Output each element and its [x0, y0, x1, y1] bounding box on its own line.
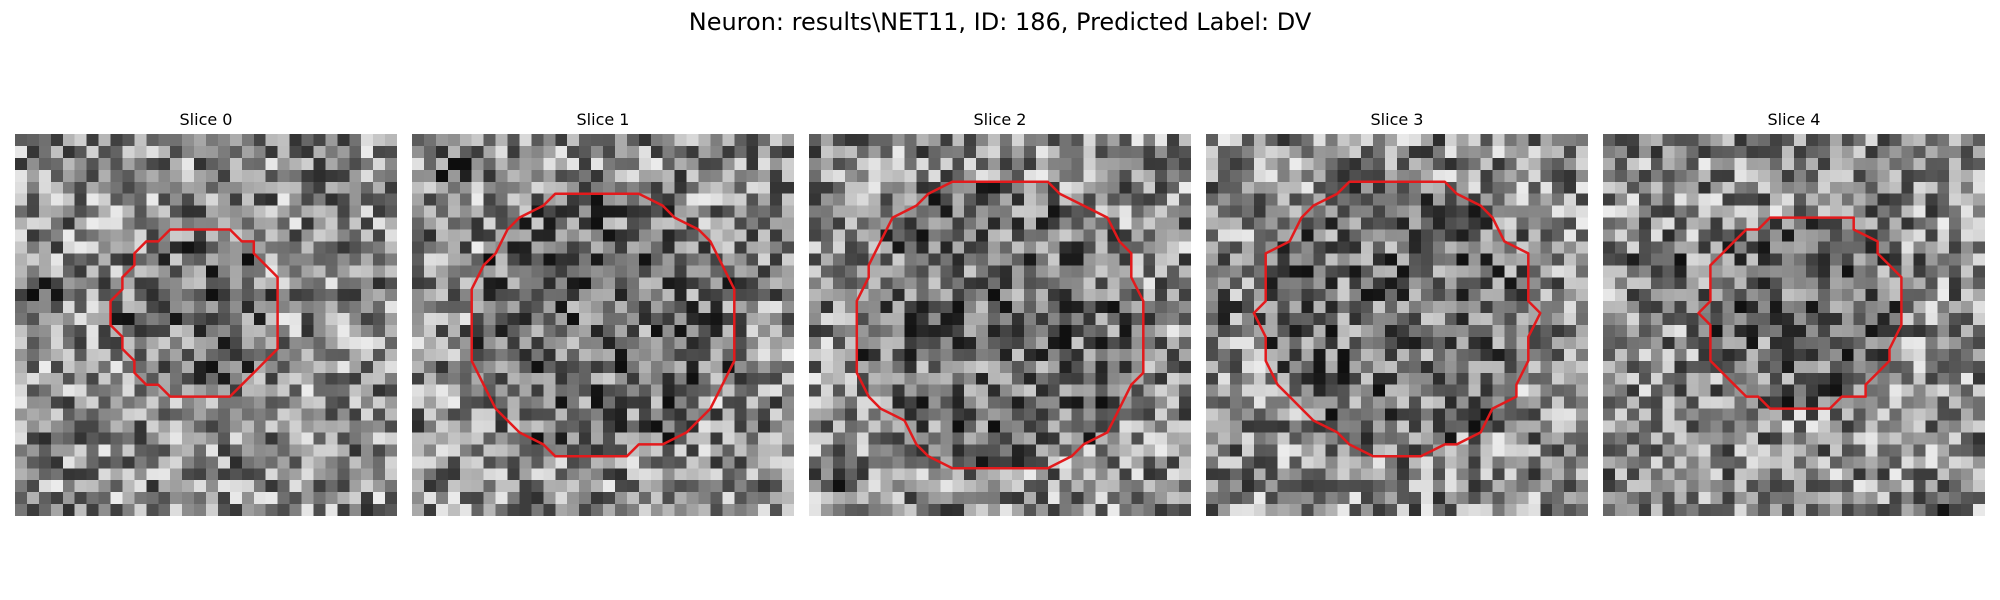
slice-panel-4: Slice 4: [1603, 110, 1985, 520]
slice-image: [1206, 134, 1588, 516]
slice-title: Slice 3: [1370, 110, 1424, 129]
roi-contour: [470, 192, 736, 458]
slice-panel-2: Slice 2: [809, 110, 1191, 520]
slice-panel-1: Slice 1: [412, 110, 794, 520]
slice-image: [809, 134, 1191, 516]
slice-title: Slice 4: [1767, 110, 1821, 129]
roi-contour: [855, 180, 1145, 470]
slice-image: [412, 134, 794, 516]
figure-title: Neuron: results\NET11, ID: 186, Predicte…: [688, 8, 1312, 36]
slice-title: Slice 0: [179, 110, 233, 129]
slice-title: Slice 2: [973, 110, 1027, 129]
roi-contour: [1252, 180, 1542, 458]
slice-image: [1603, 134, 1985, 516]
slice-image: [15, 134, 397, 516]
slice-panel-0: Slice 0: [15, 110, 397, 520]
slice-title: Slice 1: [576, 110, 630, 129]
slice-panel-3: Slice 3: [1206, 110, 1588, 520]
roi-contour: [1697, 216, 1903, 410]
roi-contour: [109, 228, 279, 398]
